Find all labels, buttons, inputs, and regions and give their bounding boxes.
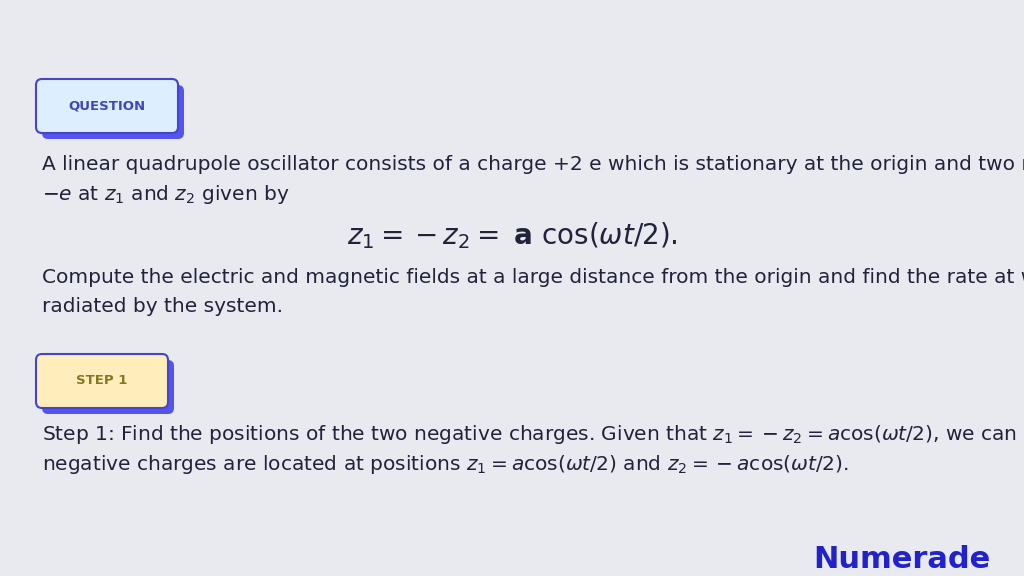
Text: $-e$ at $z_1$ and $z_2$ given by: $-e$ at $z_1$ and $z_2$ given by xyxy=(42,183,290,206)
Text: STEP 1: STEP 1 xyxy=(77,374,128,388)
Text: QUESTION: QUESTION xyxy=(69,100,145,112)
Text: radiated by the system.: radiated by the system. xyxy=(42,297,283,316)
Text: negative charges are located at positions $z_1 = a\cos(\omega t/2)$ and $z_2 = -: negative charges are located at position… xyxy=(42,453,848,476)
Text: A linear quadrupole oscillator consists of a charge +2 e which is stationary at : A linear quadrupole oscillator consists … xyxy=(42,155,1024,174)
FancyBboxPatch shape xyxy=(36,354,168,408)
FancyBboxPatch shape xyxy=(42,85,184,139)
Text: Step 1: Find the positions of the two negative charges. Given that $z_1 = -z_2 =: Step 1: Find the positions of the two ne… xyxy=(42,423,1024,446)
Text: Compute the electric and magnetic fields at a large distance from the origin and: Compute the electric and magnetic fields… xyxy=(42,268,1024,287)
Text: Numerade: Numerade xyxy=(813,545,990,574)
FancyBboxPatch shape xyxy=(36,79,178,133)
FancyBboxPatch shape xyxy=(42,360,174,414)
Text: $z_1 = -z_2 = \ \mathbf{a}\ \cos(\omega t/2).$: $z_1 = -z_2 = \ \mathbf{a}\ \cos(\omega … xyxy=(346,220,678,251)
